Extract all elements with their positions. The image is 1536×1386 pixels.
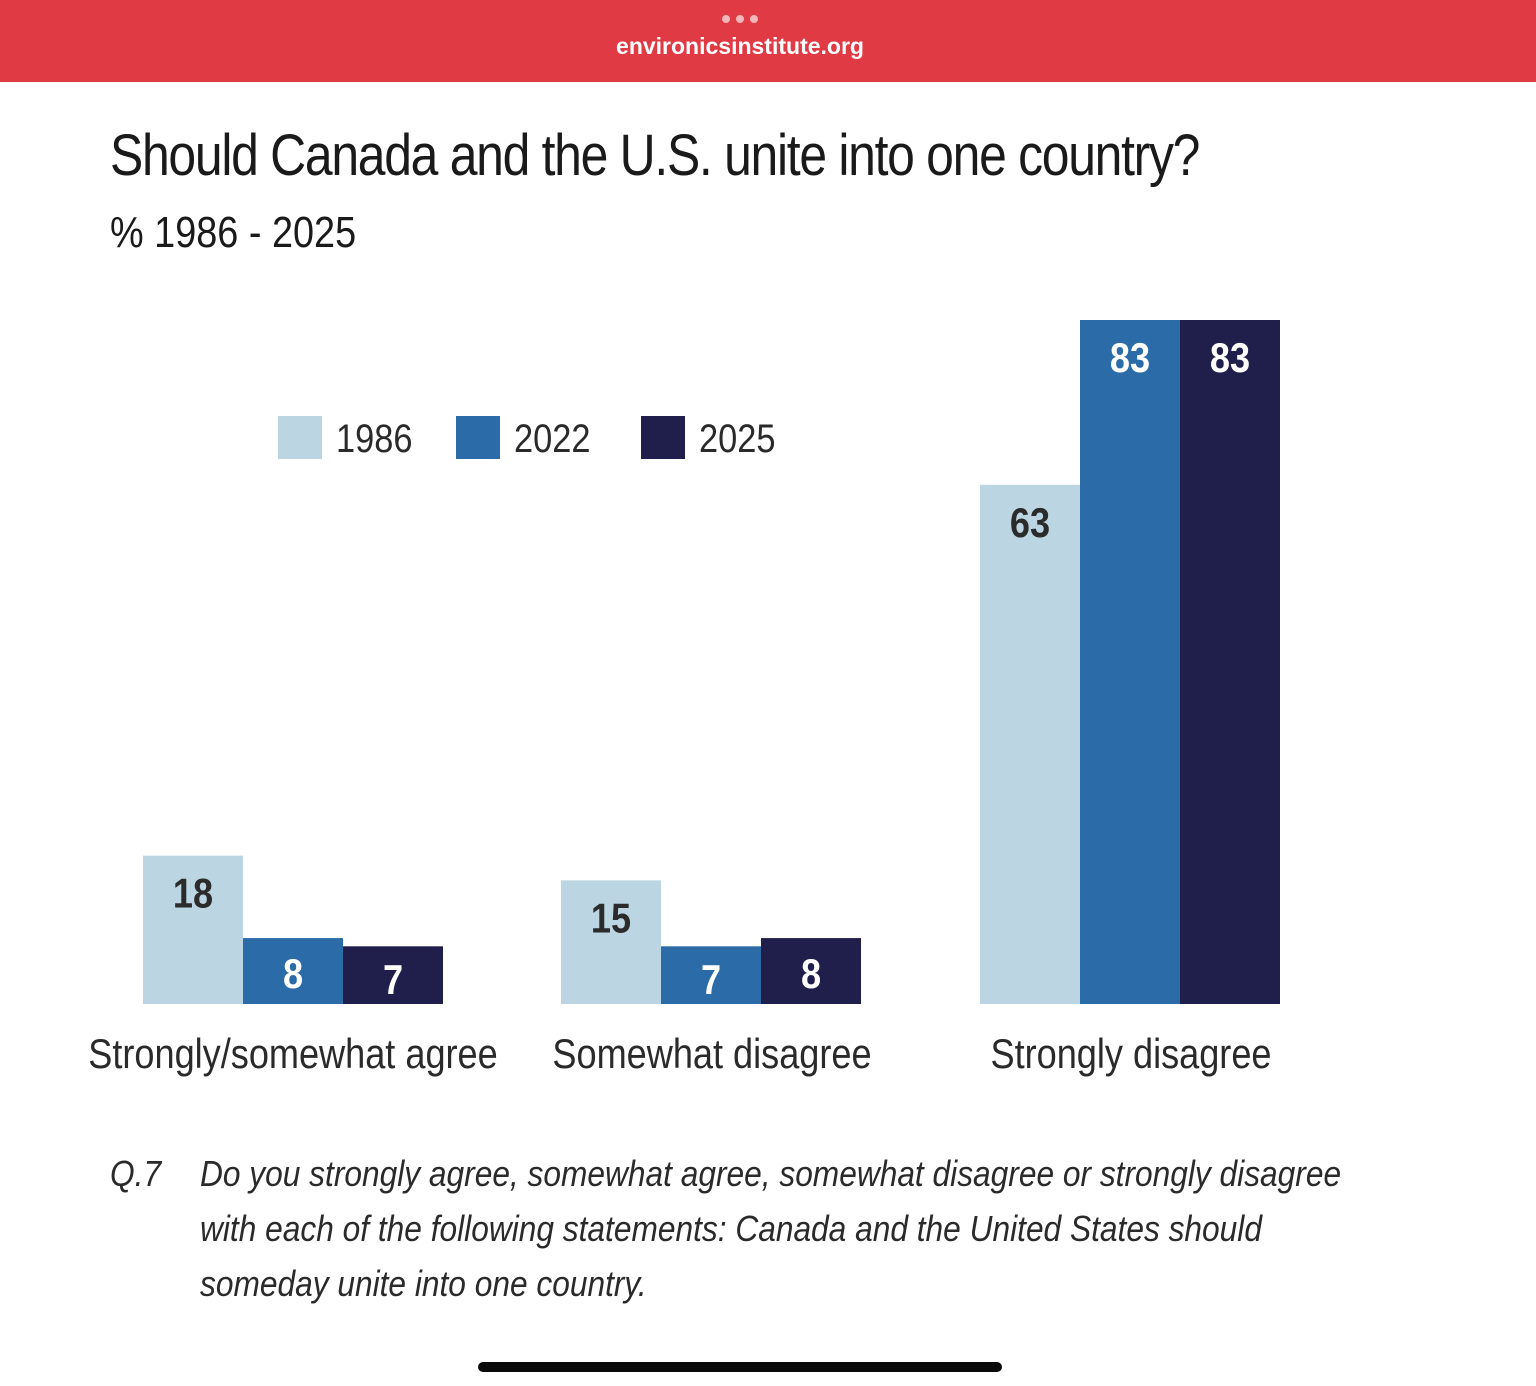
data-label-2025-1: 8 xyxy=(801,952,821,998)
question-text: Do you strongly agree, somewhat agree, s… xyxy=(200,1153,1342,1304)
bar-2022-2 xyxy=(1080,320,1180,1004)
browser-address-bar[interactable]: environicsinstitute.org xyxy=(0,0,1536,82)
category-labels: Strongly/somewhat agree Somewhat disagree… xyxy=(88,1032,1271,1078)
bar-2025-2 xyxy=(1180,320,1280,1004)
data-label-1986-0: 18 xyxy=(173,871,213,917)
data-label-2022-0: 8 xyxy=(283,952,303,998)
data-label-2025-2: 83 xyxy=(1210,336,1250,382)
category-label-0: Strongly/somewhat agree xyxy=(88,1032,497,1078)
data-label-1986-2: 63 xyxy=(1010,500,1050,546)
data-label-2022-1: 7 xyxy=(701,958,721,1004)
legend-label-2025: 2025 xyxy=(699,416,776,461)
bar-2022-0 xyxy=(243,938,343,1004)
legend-label-2022: 2022 xyxy=(514,416,591,461)
bar-2025-0 xyxy=(343,946,443,1004)
bar-2022-1 xyxy=(661,946,761,1004)
bar-chart: 1986 2022 2025 18 8 7 15 7 8 63 83 83 Strongly/som… xyxy=(88,320,1280,1078)
category-label-2: Strongly disagree xyxy=(990,1032,1271,1078)
legend-swatch-2025 xyxy=(641,416,685,459)
chart-subtitle: % 1986 - 2025 xyxy=(110,208,357,257)
data-label-2025-0: 7 xyxy=(383,958,403,1004)
question-number: Q.7 xyxy=(110,1153,162,1194)
bar-1986-1 xyxy=(561,880,661,1004)
data-label-2022-2: 83 xyxy=(1110,336,1150,382)
legend-label-1986: 1986 xyxy=(336,416,413,461)
chart-bars: 18 8 7 15 7 8 63 83 83 xyxy=(143,320,1280,1004)
bar-1986-2 xyxy=(980,484,1080,1004)
more-options-icon[interactable] xyxy=(722,15,758,25)
legend-swatch-1986 xyxy=(278,416,322,459)
bar-2025-1 xyxy=(761,938,861,1004)
legend-swatch-2022 xyxy=(456,416,500,459)
url-text[interactable]: environicsinstitute.org xyxy=(616,33,864,59)
home-indicator[interactable] xyxy=(478,1362,1002,1372)
category-label-1: Somewhat disagree xyxy=(552,1032,871,1078)
data-label-1986-1: 15 xyxy=(591,896,631,942)
chart-title: Should Canada and the U.S. unite into on… xyxy=(110,123,1200,188)
chart-legend: 1986 2022 2025 xyxy=(278,416,776,461)
bar-1986-0 xyxy=(143,855,243,1004)
